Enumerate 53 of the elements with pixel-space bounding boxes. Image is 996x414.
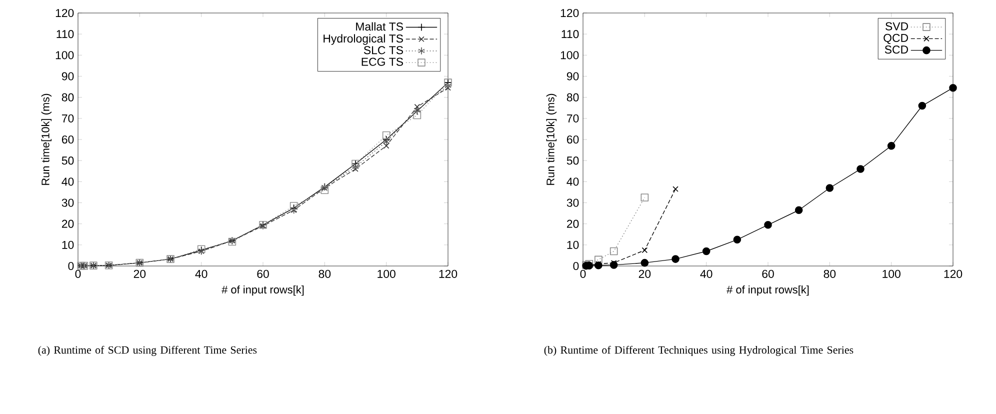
x-tick-label: 60 — [257, 270, 269, 278]
x-tick-label: 100 — [378, 270, 396, 278]
y-tick-label: 20 — [566, 220, 579, 228]
x-tick-label: 40 — [700, 270, 712, 278]
y-tick-label: 0 — [68, 262, 74, 270]
y-tick-label: 60 — [62, 135, 74, 144]
x-tick-label: 20 — [134, 270, 146, 278]
legend-label: ECG TS — [362, 58, 404, 66]
x-axis-title: # of input rows[k] — [726, 285, 809, 296]
x-tick-label: 100 — [882, 270, 900, 278]
y-tick-label: 70 — [567, 114, 579, 122]
legend-label: QCD — [884, 34, 908, 44]
y-tick-label: 50 — [566, 156, 579, 165]
y-tick-label: 30 — [566, 198, 579, 207]
x-tick-label: 80 — [824, 270, 836, 278]
y-tick-label: 90 — [566, 72, 579, 80]
legend-label: Mallat TS — [356, 22, 403, 31]
y-tick-label: 80 — [566, 93, 579, 102]
legend-label: SCD — [884, 46, 908, 54]
y-tick-label: 10 — [62, 240, 74, 249]
y-tick-label: 120 — [56, 8, 74, 18]
y-tick-label: 80 — [62, 93, 74, 102]
y-tick-label: 30 — [62, 198, 74, 207]
y-tick-label: 40 — [566, 178, 579, 186]
y-axis-title: Run time[10k] (ms) — [546, 94, 557, 185]
y-tick-label: 70 — [62, 114, 74, 122]
text: (a) Runtime of SCD using Different Time Series — [38, 346, 257, 356]
x-tick-label: 20 — [638, 270, 651, 278]
x-tick-label: 0 — [580, 270, 586, 278]
text: (b) Runtime of Different Techniques using Hydrological Time Series — [544, 346, 854, 356]
x-tick-label: 60 — [762, 270, 774, 278]
y-tick-label: 20 — [62, 220, 74, 228]
legend-label: SLC TS — [364, 46, 403, 54]
y-tick-label: 0 — [573, 262, 579, 270]
y-tick-label: 100 — [560, 51, 579, 60]
y-tick-label: 50 — [62, 156, 74, 165]
y-tick-label: 110 — [56, 30, 74, 38]
y-tick-label: 90 — [62, 72, 74, 80]
y-tick-label: 40 — [62, 178, 74, 186]
x-tick-label: 120 — [944, 270, 962, 278]
x-tick-label: 0 — [75, 270, 81, 278]
y-tick-label: 10 — [567, 240, 579, 249]
x-tick-label: 120 — [439, 270, 458, 278]
legend-label: Hydrological TS — [324, 34, 403, 45]
y-tick-label: 100 — [56, 51, 74, 60]
y-tick-label: 110 — [562, 30, 579, 38]
x-axis-title: # of input rows[k] — [222, 285, 304, 296]
y-tick-label: 120 — [560, 8, 579, 18]
x-tick-label: 80 — [318, 270, 331, 278]
legend-label: SVD — [886, 22, 908, 30]
x-tick-label: 40 — [195, 270, 208, 278]
y-tick-label: 60 — [566, 135, 579, 144]
y-axis-title: Run time[10k] (ms) — [41, 94, 52, 185]
